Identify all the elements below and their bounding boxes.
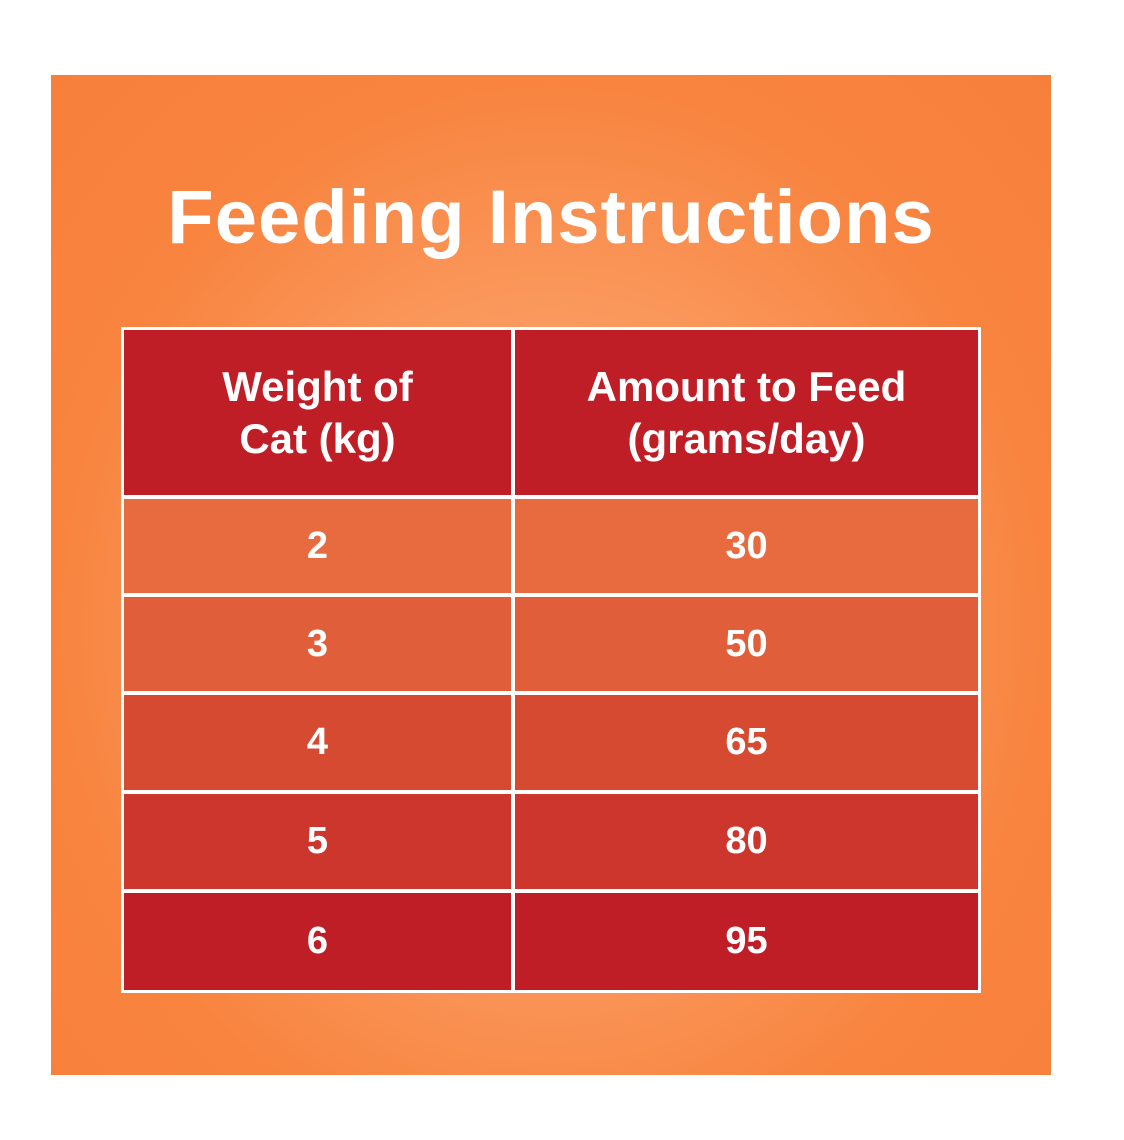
feeding-table: Weight of Cat (kg) Amount to Feed (grams…	[121, 327, 981, 993]
header-weight: Weight of Cat (kg)	[124, 330, 511, 495]
table-row: 4 65	[124, 695, 978, 790]
table-header-row: Weight of Cat (kg) Amount to Feed (grams…	[124, 330, 978, 495]
header-amount: Amount to Feed (grams/day)	[515, 330, 978, 495]
amount-cell: 95	[515, 893, 978, 990]
amount-cell: 30	[515, 499, 978, 593]
weight-cell: 2	[124, 499, 511, 593]
table-row: 3 50	[124, 597, 978, 691]
weight-cell: 3	[124, 597, 511, 691]
page-title: Feeding Instructions	[167, 175, 935, 260]
weight-cell: 4	[124, 695, 511, 790]
amount-cell: 50	[515, 597, 978, 691]
table-row: 2 30	[124, 499, 978, 593]
header-weight-line1: Weight of	[222, 362, 413, 410]
header-weight-line2: Cat (kg)	[239, 414, 396, 462]
weight-cell: 5	[124, 794, 511, 889]
header-amount-line2: (grams/day)	[627, 414, 866, 462]
table-row: 6 95	[124, 893, 978, 990]
feeding-panel: Feeding Instructions Weight of Cat (kg) …	[51, 75, 1051, 1075]
weight-cell: 6	[124, 893, 511, 990]
table-row: 5 80	[124, 794, 978, 889]
amount-cell: 80	[515, 794, 978, 889]
amount-cell: 65	[515, 695, 978, 790]
header-amount-line1: Amount to Feed	[586, 362, 907, 410]
